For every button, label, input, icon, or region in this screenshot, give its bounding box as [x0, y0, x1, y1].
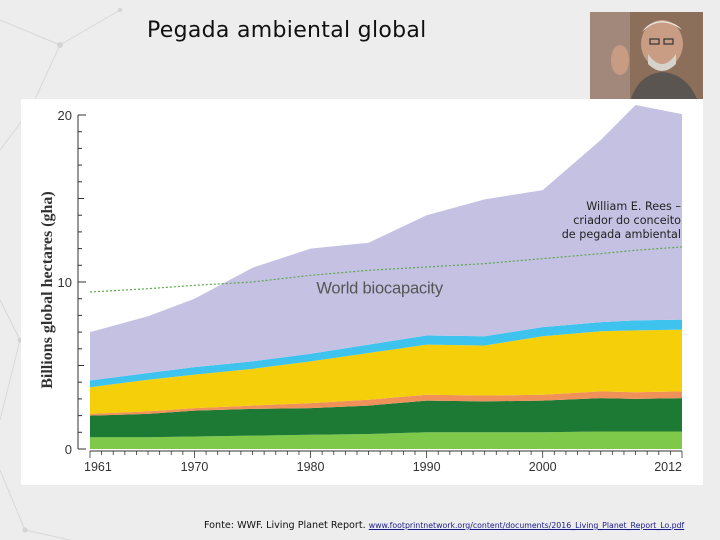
x-tick-label: 1990 — [413, 460, 441, 474]
chart-grid — [77, 114, 683, 458]
y-tick-label: 20 — [58, 108, 72, 123]
source-label: Fonte: WWF. Living Planet Report. — [204, 520, 366, 531]
y-axis-title: Billions global hectares (gha) — [39, 191, 56, 389]
x-tick-label: 1970 — [181, 460, 209, 474]
x-tick-label: 1961 — [84, 460, 112, 474]
stacked-area-layers — [89, 104, 683, 449]
x-tick-label: 2000 — [529, 460, 557, 474]
area-layer-5 — [90, 319, 682, 388]
y-tick-label: 10 — [58, 275, 72, 290]
area-layer-4 — [90, 329, 682, 414]
ecological-footprint-chart: 0 10 20 1961 1970 1980 1990 2000 2012 Billions gl… — [21, 99, 703, 485]
portrait-photo — [590, 12, 703, 102]
biocapacity-line — [89, 246, 683, 293]
x-tick-label: 2012 — [654, 460, 682, 474]
slide-title: Pegada ambiental global — [147, 18, 427, 43]
area-layer-2 — [90, 398, 682, 438]
chart-labels: 0 10 20 1961 1970 1980 1990 2000 2012 Billions gl… — [39, 108, 682, 474]
source-link[interactable]: www.footprintnetwork.org/content/documen… — [368, 521, 685, 530]
area-layer-1 — [90, 431, 682, 449]
source-citation: Fonte: WWF. Living Planet Report. www.fo… — [204, 520, 684, 531]
chart-svg: 0 10 20 1961 1970 1980 1990 2000 2012 Billions gl… — [39, 104, 683, 474]
photo-caption: William E. Rees – criador do conceito de… — [521, 200, 681, 242]
caption-line-2: criador do conceito — [573, 214, 681, 227]
biocapacity-annotation: World biocapacity — [316, 280, 443, 298]
x-tick-label: 1980 — [297, 460, 325, 474]
caption-line-1: William E. Rees – — [586, 200, 681, 213]
y-tick-label: 0 — [65, 442, 72, 457]
caption-line-3: de pegada ambiental — [561, 228, 681, 241]
area-layer-6 — [90, 104, 682, 381]
area-layer-3 — [90, 391, 682, 416]
